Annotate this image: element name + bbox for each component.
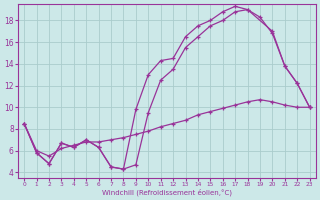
X-axis label: Windchill (Refroidissement éolien,°C): Windchill (Refroidissement éolien,°C) [102,188,232,196]
